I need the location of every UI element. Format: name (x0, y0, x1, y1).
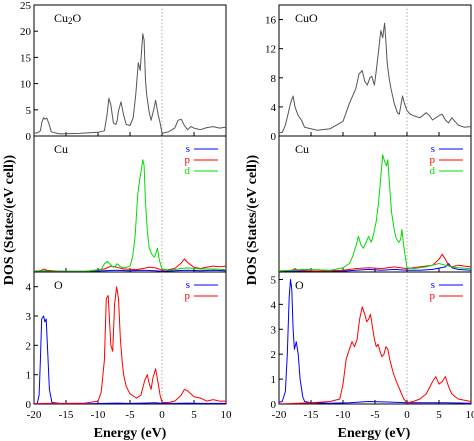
panel-frame (33, 271, 227, 405)
series-line-d (279, 154, 471, 272)
panel-left-bottom: 0 1 2 3 4 -20 -15 -10 -5 0 5 10 O sp (26, 271, 233, 421)
series-line-p (279, 306, 471, 404)
legend-label-p: p (430, 290, 436, 302)
x-tick-label: -15 (59, 409, 74, 421)
panel-right-top: 0 4 8 12 16 CuO (265, 4, 472, 143)
y-tick-label: 2 (26, 340, 32, 352)
x-tick-label: -15 (304, 409, 319, 421)
legend-label-d: d (430, 165, 436, 177)
y-tick-label: 15 (20, 52, 32, 64)
y-tick-label: 5 (271, 274, 277, 286)
y-tick-label: 1 (26, 370, 32, 382)
x-tick-label: -5 (370, 409, 380, 421)
y-tick-label: 1 (271, 374, 277, 386)
legend-label-p: p (185, 290, 191, 302)
series-line-s (34, 315, 226, 404)
y-tick-label: 3 (271, 324, 277, 336)
legend-label-s: s (186, 143, 190, 155)
legend-label-s: s (186, 279, 190, 291)
y-tick-label: 4 (271, 102, 277, 114)
panel-left-middle: Cu spd (33, 135, 227, 273)
series-line-d (34, 159, 226, 272)
x-tick-label: -20 (272, 409, 287, 421)
x-tick-label: 5 (191, 409, 197, 421)
y-tick-label: 3 (26, 311, 32, 323)
panel-frame (278, 135, 472, 273)
panel-title: CuO (295, 11, 318, 25)
x-tick-label: -5 (125, 409, 135, 421)
x-axis-label-right: Energy (eV) (338, 426, 411, 441)
series-line-p (34, 286, 226, 404)
y-tick-label: 12 (265, 44, 276, 56)
y-tick-label: 20 (20, 26, 32, 38)
y-tick-label: 16 (265, 15, 277, 27)
y-tick-label: 5 (26, 105, 32, 117)
y-axis-label-left: DOS (States/(eV cell)) (2, 154, 17, 285)
y-tick-label: 4 (271, 299, 277, 311)
panel-right-bottom: 0 1 2 3 4 5 -20 -15 -10 -5 0 5 10 O sp (271, 271, 474, 421)
panel-frame (278, 271, 472, 405)
series-line-p (34, 258, 226, 272)
x-tick-label: -20 (27, 409, 42, 421)
series-line-p (279, 253, 471, 272)
x-axis-label-left: Energy (eV) (94, 426, 167, 441)
x-tick-label: -10 (91, 409, 106, 421)
x-tick-label: 10 (221, 409, 233, 421)
x-tick-label: 0 (404, 409, 410, 421)
panel-right-middle: Cu spd (278, 135, 472, 273)
series-line-s (279, 279, 471, 404)
y-axis-label-right: DOS (States/(eV cell)) (245, 154, 260, 285)
x-tick-label: 0 (159, 409, 165, 421)
legend-label-d: d (185, 165, 191, 177)
legend-label-p: p (430, 154, 436, 166)
panel-title: Cu (54, 142, 68, 156)
y-tick-label: 8 (271, 73, 277, 85)
panel-title: O (54, 278, 63, 292)
legend-label-s: s (431, 279, 435, 291)
y-tick-label: 2 (271, 349, 277, 361)
x-tick-label: 10 (466, 409, 474, 421)
y-tick-label: 4 (26, 282, 32, 294)
panel-left-top: 0 5 10 15 20 25 Cu2O (20, 0, 227, 143)
panel-frame (33, 135, 227, 273)
x-tick-label: 5 (436, 409, 442, 421)
panel-title: Cu2O (54, 11, 82, 26)
series-line-total (279, 22, 471, 134)
panel-title: Cu (295, 142, 309, 156)
y-tick-label: 0 (26, 399, 32, 411)
legend-label-p: p (185, 154, 191, 166)
series-line-total (34, 33, 226, 135)
y-tick-label: 0 (271, 399, 277, 411)
y-tick-label: 0 (26, 131, 32, 143)
y-tick-label: 0 (271, 131, 277, 143)
y-tick-label: 25 (20, 0, 32, 12)
legend-label-s: s (431, 143, 435, 155)
panel-title: O (295, 278, 304, 292)
x-tick-label: -10 (336, 409, 351, 421)
y-tick-label: 10 (20, 79, 32, 91)
